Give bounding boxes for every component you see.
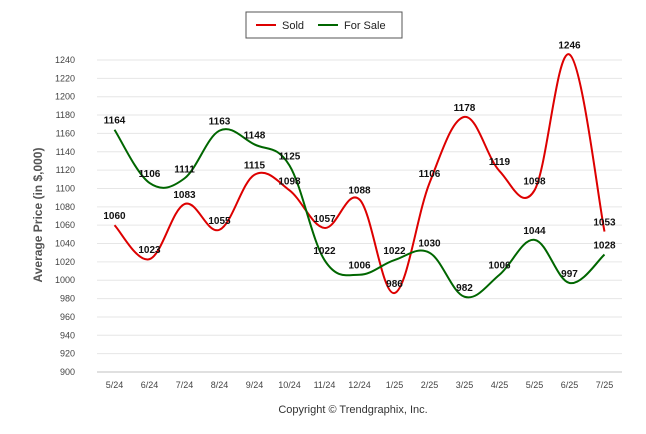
data-label-for-sale: 1028 xyxy=(593,241,616,252)
data-label-for-sale: 1022 xyxy=(313,246,336,257)
x-tick-label: 4/25 xyxy=(491,380,509,390)
data-label-sold: 1119 xyxy=(489,157,511,168)
data-label-sold: 1083 xyxy=(173,190,196,201)
y-tick-label: 960 xyxy=(60,312,75,322)
series-line-for-sale xyxy=(113,128,606,299)
data-label-sold: 986 xyxy=(386,279,403,290)
data-label-for-sale: 1044 xyxy=(523,226,546,237)
series-line-sold xyxy=(113,53,606,295)
data-label-sold: 1053 xyxy=(593,218,616,229)
legend-forsale-label: For Sale xyxy=(344,20,386,32)
data-label-sold: 1055 xyxy=(208,216,231,227)
x-tick-label: 7/24 xyxy=(176,380,194,390)
x-tick-label: 11/24 xyxy=(314,380,336,390)
x-tick-label: 1/25 xyxy=(386,380,404,390)
y-tick-label: 940 xyxy=(60,330,75,340)
data-label-for-sale: 1111 xyxy=(174,164,195,175)
x-tick-label: 12/24 xyxy=(348,380,371,390)
data-label-for-sale: 1022 xyxy=(383,246,406,257)
x-tick-label: 10/24 xyxy=(278,380,301,390)
y-axis-ticks: 900 920 940 960 980 1000 1020 1040 1060 1080 1100 1… xyxy=(55,55,75,377)
data-label-for-sale: 1163 xyxy=(209,117,231,128)
data-label-sold: 1178 xyxy=(454,103,476,114)
x-tick-label: 9/24 xyxy=(246,380,264,390)
y-tick-label: 1080 xyxy=(55,202,75,212)
y-tick-label: 1120 xyxy=(56,165,75,175)
y-tick-label: 920 xyxy=(60,349,75,359)
data-label-sold: 1023 xyxy=(138,245,161,256)
data-label-for-sale: 1125 xyxy=(279,152,301,163)
y-tick-label: 1160 xyxy=(56,128,75,138)
y-tick-label: 1040 xyxy=(55,239,75,249)
y-tick-label: 1200 xyxy=(55,92,75,102)
x-axis-ticks: 5/24 6/24 7/24 8/24 9/24 10/24 11/24 12/24 1/25 2… xyxy=(106,380,614,390)
series-lines xyxy=(113,53,606,299)
data-label-for-sale: 1030 xyxy=(418,239,441,250)
data-labels: 1060 1023 1083 1055 1115 1098 1057 1088 986 1106 1… xyxy=(103,40,616,293)
y-tick-label: 1220 xyxy=(55,73,75,83)
data-label-for-sale: 1006 xyxy=(488,261,511,272)
data-label-sold: 1246 xyxy=(558,40,581,51)
y-tick-label: 1020 xyxy=(55,257,75,267)
data-label-for-sale: 982 xyxy=(456,283,473,294)
data-label-sold: 1098 xyxy=(278,176,301,187)
data-label-for-sale: 1164 xyxy=(104,116,126,127)
data-label-for-sale: 997 xyxy=(561,269,578,280)
y-tick-label: 900 xyxy=(60,367,75,377)
x-tick-label: 3/25 xyxy=(456,380,474,390)
data-label-sold: 1106 xyxy=(419,169,441,180)
y-tick-label: 1180 xyxy=(56,110,75,120)
x-tick-label: 7/25 xyxy=(596,380,614,390)
y-tick-label: 1140 xyxy=(56,147,75,157)
data-label-sold: 1060 xyxy=(103,211,126,222)
y-tick-label: 980 xyxy=(60,294,75,304)
gridlines xyxy=(97,59,622,373)
x-tick-label: 6/24 xyxy=(141,380,159,390)
legend-sold-label: Sold xyxy=(282,20,304,32)
y-tick-label: 1240 xyxy=(55,55,75,65)
x-tick-label: 5/25 xyxy=(526,380,544,390)
y-axis-label: Average Price (in $,000) xyxy=(31,148,45,283)
y-tick-label: 1100 xyxy=(56,183,75,193)
y-tick-label: 1000 xyxy=(55,275,75,285)
x-tick-label: 5/24 xyxy=(106,380,124,390)
copyright-text: Copyright © Trendgraphix, Inc. xyxy=(278,404,427,416)
data-label-sold: 1057 xyxy=(313,214,336,225)
y-tick-label: 1060 xyxy=(55,220,75,230)
data-label-for-sale: 1006 xyxy=(348,261,371,272)
data-label-sold: 1088 xyxy=(348,185,371,196)
x-tick-label: 2/25 xyxy=(421,380,439,390)
x-tick-label: 8/24 xyxy=(211,380,229,390)
data-label-for-sale: 1106 xyxy=(139,169,161,180)
legend: Sold For Sale xyxy=(245,11,403,39)
x-tick-label: 6/25 xyxy=(561,380,579,390)
data-label-sold: 1115 xyxy=(244,161,266,172)
data-label-sold: 1098 xyxy=(523,176,546,187)
data-label-for-sale: 1148 xyxy=(244,130,266,141)
